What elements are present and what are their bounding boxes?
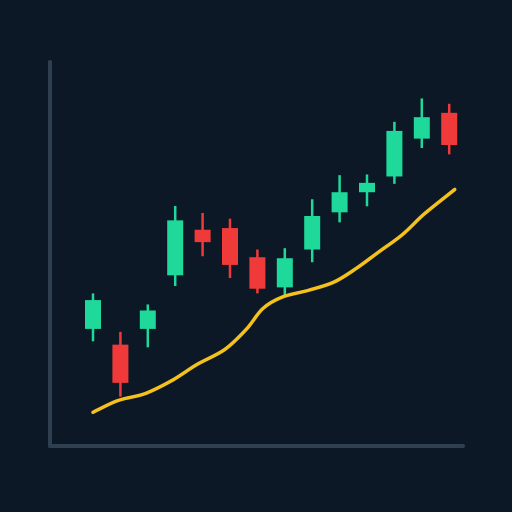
candle-6: [222, 218, 238, 278]
candle-13: [413, 98, 430, 149]
candle-1: [85, 293, 101, 342]
candle-11: [359, 174, 375, 207]
candles-group: [85, 98, 458, 397]
candle-body-up: [386, 130, 403, 177]
candle-body-up: [85, 300, 101, 329]
candle-body-up: [139, 310, 156, 329]
candle-body-up: [331, 192, 348, 213]
candle-body-down: [249, 257, 266, 289]
candle-body-up: [276, 258, 293, 288]
candle-body-up: [413, 117, 430, 139]
candle-2: [112, 331, 129, 397]
candle-10: [331, 175, 348, 223]
candle-5: [194, 212, 211, 257]
trend-line: [91, 187, 457, 415]
candle-3: [139, 304, 156, 348]
candle-7: [249, 249, 266, 294]
candle-9: [304, 199, 321, 263]
candle-body-down: [194, 229, 211, 243]
candle-body-up: [359, 182, 375, 193]
candle-body-up: [167, 220, 184, 276]
candle-14: [441, 103, 458, 155]
candle-body-down: [112, 344, 129, 383]
candle-12: [386, 121, 403, 184]
candle-body-up: [304, 216, 321, 250]
candle-body-down: [222, 228, 238, 265]
candle-body-down: [441, 112, 458, 145]
candle-4: [167, 205, 184, 287]
candle-8: [276, 248, 293, 298]
